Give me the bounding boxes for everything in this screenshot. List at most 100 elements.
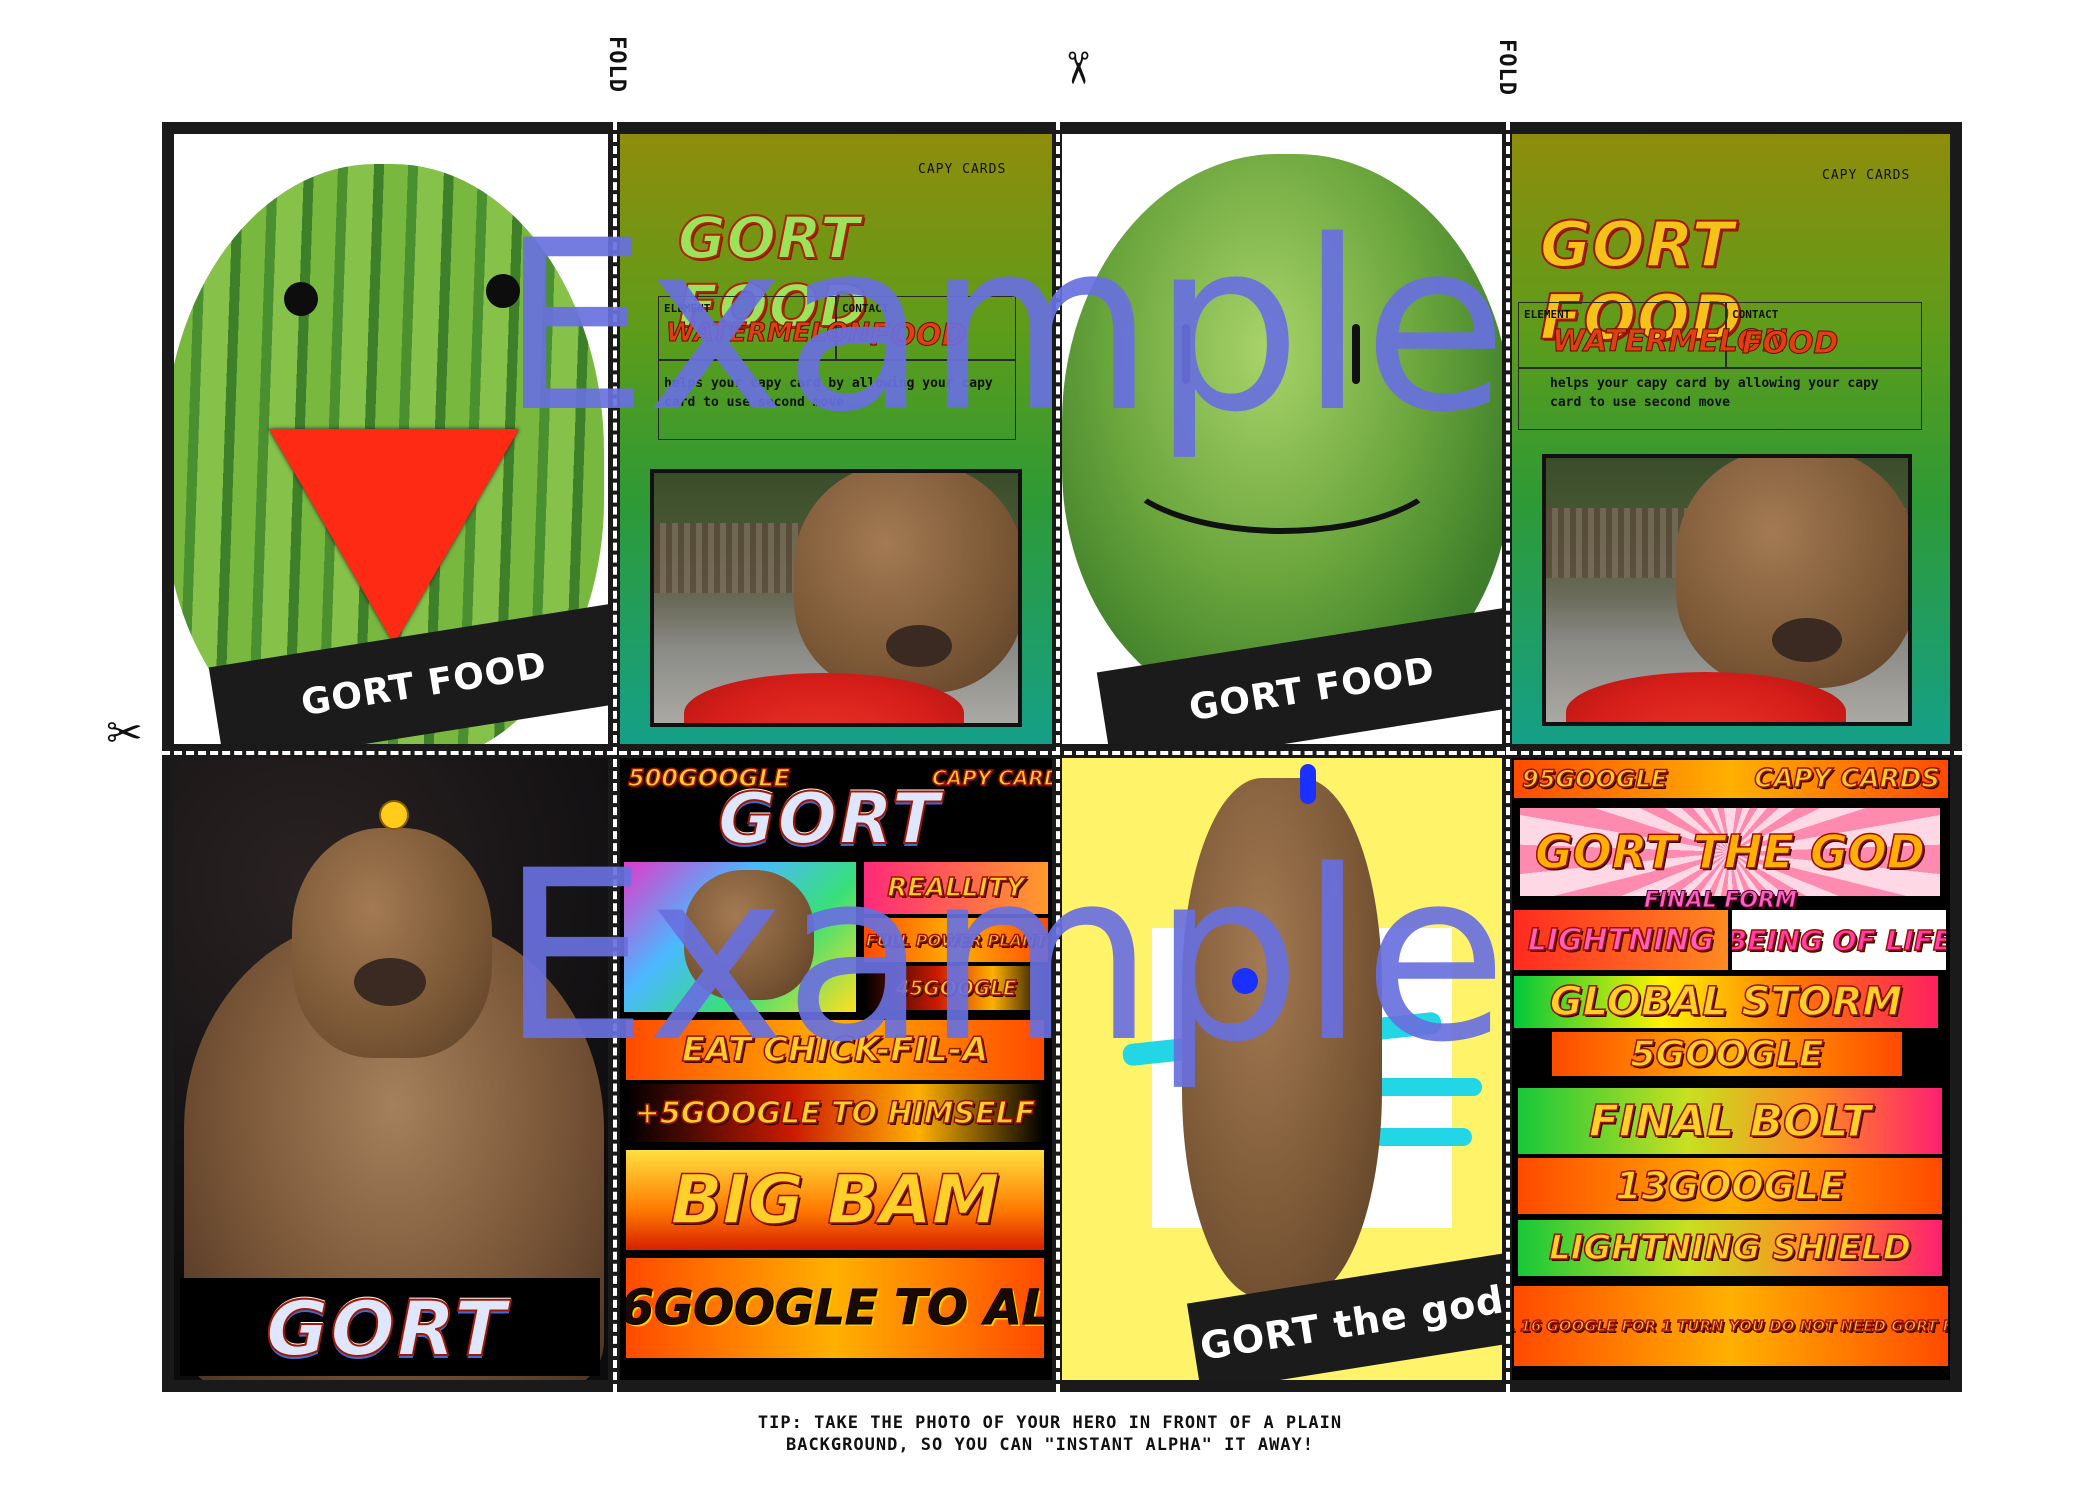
card-title: GORT FOOD xyxy=(677,203,869,341)
capybara-eating-photo xyxy=(650,469,1022,727)
hero-name: GORT xyxy=(717,777,942,861)
move2-bar: FINAL BOLT xyxy=(1518,1088,1942,1154)
brand-label: CAPY CARDS xyxy=(1822,168,1911,183)
element-label: ELEMENT xyxy=(664,302,711,315)
capybara-nose xyxy=(1772,618,1842,662)
melon-eye-right xyxy=(1352,324,1360,384)
scissor-icon-top: ✂ xyxy=(1051,49,1103,87)
header-bar: 95GOOGLE CAPY CARDS xyxy=(1514,760,1948,798)
move3-name: LIGHTNING SHIELD xyxy=(1548,1227,1911,1269)
card-food-front-1: GORT FOOD xyxy=(174,134,608,744)
fold-label-left: FOLD xyxy=(603,36,629,93)
card-food-back-2: CAPY CARDS GORT FOOD ELEMENT WATERMELON … xyxy=(1512,134,1950,744)
move1-bar: EAT CHICK-FIL-A xyxy=(626,1020,1044,1080)
element-bar: REALLITY xyxy=(864,862,1048,914)
card-description: helps your capy card by allowing your ca… xyxy=(1550,376,1879,410)
description-box xyxy=(1518,368,1922,430)
move1-damage: 5GOOGLE xyxy=(1630,1033,1824,1076)
cut-line-vertical-left xyxy=(613,122,617,1392)
psychedelic-capybara-art xyxy=(624,862,856,1012)
card-title: GORT FOOD xyxy=(1539,207,1744,355)
card-hero-back-1: 500GOOGLE CAPY CARDS GORT REALLITY FULL … xyxy=(620,758,1052,1380)
blue-dot xyxy=(1232,968,1258,994)
card-hero-back-2: 95GOOGLE CAPY CARDS GORT THE GOD FINAL F… xyxy=(1512,758,1950,1380)
type-text: BEING OF LIFE xyxy=(1732,923,1946,958)
contact-box xyxy=(1726,302,1922,368)
contact-label: CONTACT xyxy=(842,302,889,315)
move2-bar: BIG BAM xyxy=(626,1150,1044,1250)
hero-name: GORT xyxy=(265,1283,508,1374)
contact-value: FOOD xyxy=(869,318,967,354)
ability-bar: FULL POWER PLANT xyxy=(864,918,1048,962)
move1-name: EAT CHICK-FIL-A xyxy=(681,1029,989,1071)
brand-label: CAPY CARDS xyxy=(918,162,1007,177)
move2-damage: 13GOOGLE xyxy=(1614,1163,1846,1209)
move2-name: FINAL BOLT xyxy=(1588,1095,1872,1148)
element-label: ELEMENT xyxy=(1524,308,1571,321)
ability-value-bar: 45GOOGLE xyxy=(864,966,1048,1010)
blue-dot xyxy=(1300,764,1316,804)
type-bar: BEING OF LIFE xyxy=(1732,910,1946,970)
watermark-top: Example xyxy=(500,191,1508,464)
element-value: WATERMELON xyxy=(1551,324,1788,360)
card-sheet: GORT FOOD CAPY CARDS GORT FOOD ELEMENT W… xyxy=(162,122,1962,1392)
melon-triangle-mouth xyxy=(269,429,519,644)
hp-value: 500GOOGLE xyxy=(627,763,791,793)
card-food-front-2: GORT FOOD xyxy=(1062,134,1502,744)
cut-line-vertical-center xyxy=(1056,122,1060,1392)
move1-name: GLOBAL STORM xyxy=(1549,978,1903,1026)
card-hero-front-2: GORT the god xyxy=(1062,758,1502,1380)
capybara-standing xyxy=(1182,778,1382,1298)
move1-bar: GLOBAL STORM xyxy=(1514,976,1938,1028)
element-box xyxy=(1518,302,1726,368)
contact-value: FOOD xyxy=(1741,326,1839,362)
tip-line-1: TIP: TAKE THE PHOTO OF YOUR HERO IN FRON… xyxy=(757,1413,1343,1433)
tip-text: TIP: TAKE THE PHOTO OF YOUR HERO IN FRON… xyxy=(0,1412,2100,1456)
ability-text: FULL POWER PLANT xyxy=(865,930,1047,951)
contact-box xyxy=(836,296,1016,360)
melon-eye-right xyxy=(486,274,520,308)
element-text: LIGHTNING xyxy=(1527,922,1715,959)
card-hero-front-1: GORT xyxy=(174,758,608,1380)
contact-label: CONTACT xyxy=(1732,308,1779,321)
move1-effect: +5GOOGLE TO HIMSELF xyxy=(634,1095,1036,1132)
chick-on-head xyxy=(379,800,409,830)
watermark-bottom: Example xyxy=(500,821,1508,1094)
tip-line-2: BACKGROUND, SO YOU CAN "INSTANT ALPHA" I… xyxy=(785,1435,1315,1455)
melon-smile xyxy=(1112,384,1452,534)
ability-value: 45GOOGLE xyxy=(895,975,1018,1001)
move1-damage-bar: 5GOOGLE xyxy=(1552,1032,1902,1076)
fold-label-right: FOLD xyxy=(1493,39,1519,96)
capybara-head xyxy=(684,870,814,1000)
cut-line-horizontal xyxy=(162,751,1962,755)
hero-name: GORT THE GOD xyxy=(1534,824,1925,880)
title-bar: GORT THE GOD xyxy=(1520,808,1940,896)
brand-label: CAPY CARDS xyxy=(1754,763,1941,795)
move3-bar: LIGHTNING SHIELD xyxy=(1518,1220,1942,1276)
cyan-stroke xyxy=(1362,1078,1482,1096)
melon-eye-left xyxy=(284,282,318,316)
capybara-nose xyxy=(886,625,952,667)
cut-line-vertical-right xyxy=(1506,122,1510,1392)
card-description: helps your capy card by allowing your ca… xyxy=(664,376,993,410)
card-food-back-1: CAPY CARDS GORT FOOD ELEMENT WATERMELON … xyxy=(620,134,1052,744)
element-box xyxy=(658,296,836,360)
brand-label: CAPY CARDS xyxy=(931,765,1052,791)
description-box xyxy=(658,360,1016,440)
scissor-icon-left: ✂ xyxy=(106,708,143,759)
move3-effect: HEAL 16 GOOGLE FOR 1 TURN YOU DO NOT NEE… xyxy=(1514,1316,1948,1336)
hero-name-plate xyxy=(180,1278,600,1376)
capybara-nose xyxy=(354,958,426,1006)
move1-effect-bar: +5GOOGLE TO HIMSELF xyxy=(626,1084,1044,1142)
move2-name: BIG BAM xyxy=(670,1160,1000,1241)
element-value: WATERMELON xyxy=(665,318,871,349)
capybara-eating-photo xyxy=(1542,454,1912,726)
move3-effect-bar: HEAL 16 GOOGLE FOR 1 TURN YOU DO NOT NEE… xyxy=(1514,1286,1948,1366)
cyan-stroke xyxy=(1362,1128,1472,1146)
melon-eye-left xyxy=(1182,324,1190,384)
move2-damage-bar: 13GOOGLE xyxy=(1518,1158,1942,1214)
hp-value: 95GOOGLE xyxy=(1521,764,1668,794)
element-bar: LIGHTNING xyxy=(1514,910,1728,970)
